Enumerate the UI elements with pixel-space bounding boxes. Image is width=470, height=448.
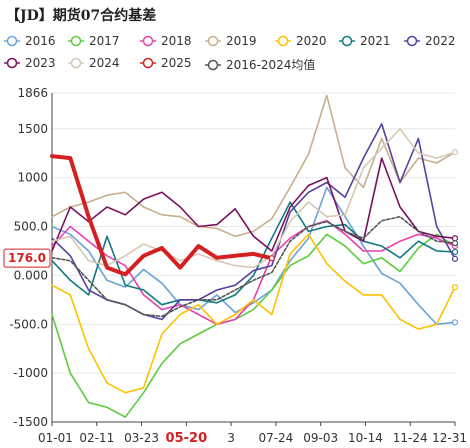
legend-line-circle-icon [140,56,156,70]
legend-label: 2021 [360,34,391,48]
legend-label: 2020 [296,34,327,48]
series-line-2025 [50,154,274,277]
legend-label: 2016 [25,34,56,48]
y-tick-label: -1500 [13,415,48,429]
legend-item-2016[interactable]: 2016 [4,34,56,48]
legend-label: 2017 [89,34,120,48]
series-end-point [451,255,459,262]
series-line-2019 [51,94,456,238]
series-end-point [451,240,459,247]
x-tick-label: 01-01 [38,431,73,445]
legend-label: 2016-2024均值 [226,58,316,72]
x-tick-label: 03-23 [124,431,159,445]
legend-label: 2022 [425,34,456,48]
legend-item-2023[interactable]: 2023 [4,56,56,70]
legend-line-circle-icon [68,34,84,48]
legend-item-2024[interactable]: 2024 [68,56,120,70]
legend-item-2020[interactable]: 2020 [275,34,327,48]
y-tick-label: 1000 [17,171,48,185]
legend-label: 2025 [161,56,192,70]
series-end-point [451,248,459,256]
legend-item-average[interactable]: 2016-2024均值 [205,56,315,73]
legend-item-2025[interactable]: 2025 [140,56,192,70]
legend-label: 2023 [25,56,56,70]
legend-item-2018[interactable]: 2018 [140,34,192,48]
series-line-2017 [51,233,456,418]
series-line-2022 [51,123,456,321]
y-tick-label: 1500 [17,122,48,136]
legend-line-circle-icon [205,34,221,48]
current-value-label: 176.0 [8,251,46,265]
x-tick-label: 10-14 [348,431,383,445]
series-end-point [268,255,275,262]
series-end-point [451,235,459,242]
y-tick-label: -500.0 [9,317,48,331]
series-line-2020 [51,233,456,394]
legend-item-2017[interactable]: 2017 [68,34,120,48]
series-line-2024 [51,128,456,269]
y-tick-label: 500.0 [14,220,48,234]
series-line-2023 [51,157,456,252]
x-tick-label: 05-20 [166,431,208,446]
legend-label: 2019 [226,34,257,48]
chart-legend: 2016 2017 2018 2019 2020 2021 2022 2023 [0,32,470,76]
series-end-point [451,149,459,156]
legend-label: 2024 [89,56,120,70]
legend-line-circle-icon [4,34,20,48]
x-tick-label: 11-24 [393,431,428,445]
current-value-badge [3,248,51,268]
series-end-point [451,319,459,326]
series-line-2016-2024均值 [51,215,456,318]
y-tick-label: -1000 [13,366,48,380]
series-line-2021 [51,201,456,306]
legend-line-circle-icon [275,34,291,48]
x-tick-label: 02-11 [79,431,114,445]
legend-line-circle-icon [68,56,84,70]
legend-label: 2018 [161,34,192,48]
legend-line-circle-icon [205,58,221,72]
x-tick-label: 07-24 [258,431,293,445]
y-tick-label: 1866 [17,86,48,100]
legend-line-circle-icon [339,34,355,48]
legend-item-2021[interactable]: 2021 [339,34,391,48]
x-tick-label: 12-31 [432,431,467,445]
legend-line-circle-icon [404,34,420,48]
legend-line-circle-icon [4,56,20,70]
legend-item-2022[interactable]: 2022 [404,34,456,48]
x-tick-label: 3 [227,431,235,445]
series-end-point [451,284,459,291]
chart-title: 【JD】期货07合约基差 [6,8,157,24]
series-line-2016 [51,186,456,326]
y-tick-label: 0.000 [14,268,48,282]
x-tick-label: 09-03 [303,431,338,445]
legend-line-circle-icon [140,34,156,48]
legend-item-2019[interactable]: 2019 [205,34,257,48]
